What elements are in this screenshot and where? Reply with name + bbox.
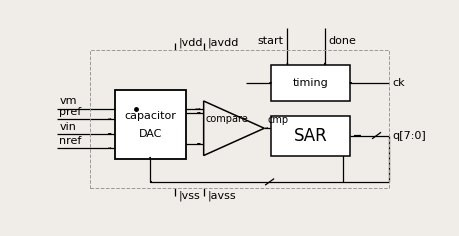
Text: timing: timing [292, 78, 328, 88]
FancyBboxPatch shape [271, 65, 349, 101]
FancyBboxPatch shape [271, 116, 349, 156]
Polygon shape [203, 101, 263, 156]
Text: done: done [328, 36, 356, 46]
Text: |avss: |avss [207, 190, 235, 201]
Text: nref: nref [59, 136, 82, 146]
Text: start: start [257, 36, 283, 46]
FancyBboxPatch shape [114, 90, 185, 159]
Text: ck: ck [392, 78, 404, 88]
Text: |avdd: |avdd [207, 38, 238, 48]
Text: SAR: SAR [293, 126, 327, 144]
Text: cmp: cmp [267, 115, 288, 125]
Text: capacitor: capacitor [124, 110, 176, 121]
Text: DAC: DAC [138, 129, 162, 139]
Text: vin: vin [59, 122, 76, 132]
Text: |vdd: |vdd [178, 38, 203, 48]
Text: vm: vm [59, 97, 77, 106]
Text: |vss: |vss [178, 190, 200, 201]
Text: pref: pref [59, 107, 81, 117]
Text: q[7:0]: q[7:0] [392, 131, 425, 140]
Text: compare: compare [205, 114, 247, 124]
